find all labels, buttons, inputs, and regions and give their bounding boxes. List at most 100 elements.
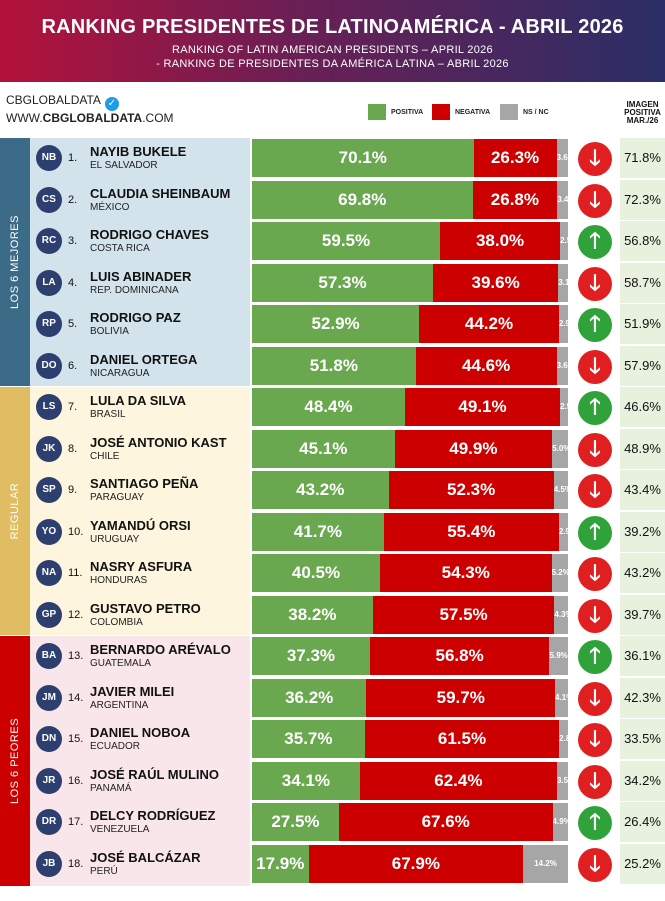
rank-number: 11. [68, 567, 83, 579]
arrow-down-icon: 🡓 [578, 764, 612, 799]
president-country: BRASIL [90, 409, 126, 420]
chart-title: RANKING PRESIDENTES DE LATINOAMÉRICA - A… [41, 16, 624, 38]
brand-name: CBGLOBALDATA [6, 93, 101, 107]
approval-bar: 27.5%67.6%4.9% [252, 803, 568, 841]
president-name: YAMANDÚ ORSI [90, 517, 191, 533]
arrow-down-icon: 🡓 [578, 183, 612, 218]
previous-positive-image: 48.9% [620, 428, 665, 469]
president-country: REP. DOMINICANA [90, 284, 179, 296]
avatar-1: NB [36, 145, 62, 171]
rank-number: 17. [68, 816, 84, 828]
avatar-3: RC [36, 228, 62, 254]
approval-bar: 41.7%55.4%2.9% [252, 512, 568, 551]
brand-website-suffix: .COM [142, 111, 174, 125]
previous-positive-image: 42.3% [620, 677, 665, 718]
arrow-up-icon: 🡑 [578, 640, 612, 674]
approval-bar: 45.1%49.9%5.0% [252, 429, 568, 468]
arrow-up-icon: 🡑 [578, 391, 612, 425]
arrow-up-icon: 🡑 [578, 515, 612, 550]
arrow-down-icon: 🡓 [578, 266, 612, 301]
bar-segment-positive: 37.3% [252, 637, 370, 675]
bar-segment-positive: 43.2% [252, 471, 389, 509]
bar-segment-positive: 57.3% [252, 263, 434, 302]
bar-segment-negative: 55.4% [383, 512, 559, 551]
president-country: GUATEMALA [90, 658, 151, 669]
president-country: HONDURAS [90, 575, 148, 586]
rank-number: 10. [68, 525, 84, 538]
header-banner: RANKING PRESIDENTES DE LATINOAMÉRICA - A… [0, 0, 665, 82]
previous-positive-image: 51.9% [620, 304, 665, 344]
bar-segment-negative: 44.6% [415, 346, 557, 385]
ranking-row: NB 1. NAYIB BUKELE EL SALVADOR 70.1% 26.3% 3.6… [0, 138, 665, 180]
rank-number: 18. [68, 857, 84, 870]
approval-bar: 43.2%52.3%4.5% [252, 471, 568, 509]
bar-segment-positive: 35.7% [252, 720, 365, 758]
previous-positive-image: 71.8% [620, 138, 665, 178]
avatar-17: DR [36, 809, 62, 835]
brand-website[interactable]: WWW.CBGLOBALDATA.COM [6, 111, 174, 125]
bar-segment-positive: 27.5% [252, 803, 339, 841]
avatar-5: RP [36, 311, 62, 337]
president-name: CLAUDIA SHEINBAUM [90, 185, 231, 201]
arrow-down-icon: 🡓 [578, 349, 612, 384]
bar-segment-ns: 4.9% [552, 803, 568, 841]
avatar-16: JR [36, 767, 62, 794]
rank-number: 1. [68, 152, 78, 164]
approval-bar: 40.5% 54.3% 5.2% [252, 554, 568, 592]
rank-number: 5. [68, 318, 78, 330]
avatar-4: LA [36, 269, 62, 296]
president-name: RODRIGO CHAVES [90, 227, 209, 242]
avatar-15: DN [36, 726, 62, 752]
president-country: URUGUAY [90, 533, 140, 545]
subtitle-english: RANKING OF LATIN AMERICAN PRESIDENTS – A… [172, 44, 493, 56]
legend-ns: NS / NC [500, 104, 549, 120]
brand-website-domain: CBGLOBALDATA [42, 111, 143, 125]
approval-bar: 37.3% 56.8% 5.9% [252, 637, 568, 675]
bar-segment-positive: 51.8% [252, 346, 416, 385]
approval-bar: 48.4%49.1%2.5% [252, 388, 568, 426]
bar-segment-ns: 4.1% [555, 678, 568, 717]
avatar-11: NA [36, 560, 62, 586]
bar-segment-ns: 2.9% [558, 305, 568, 343]
avatar-8: JK [36, 435, 62, 462]
rank-number: 4. [68, 276, 78, 289]
president-name: DANIEL ORTEGA [90, 351, 198, 367]
brand-block: CBGLOBALDATA ✓ WWW.CBGLOBALDATA.COM [6, 93, 174, 125]
bar-segment-ns: 3.6% [556, 139, 568, 177]
bar-segment-positive: 48.4% [252, 388, 405, 426]
previous-positive-image: 56.8% [620, 221, 665, 261]
president-country: CHILE [90, 450, 120, 462]
previous-positive-image: 36.1% [620, 636, 665, 676]
arrow-down-icon: 🡓 [578, 557, 612, 591]
arrow-down-icon: 🡓 [578, 847, 612, 882]
verified-check-icon: ✓ [104, 97, 119, 111]
image-col-line2: POSITIVA [624, 108, 661, 117]
group-bg-top [30, 138, 250, 386]
bar-segment-negative: 39.6% [433, 263, 559, 302]
bar-segment-negative: 61.5% [364, 720, 560, 758]
president-country: PANAMÁ [90, 782, 132, 794]
arrow-down-icon: 🡓 [578, 474, 612, 508]
bar-segment-negative: 26.3% [473, 139, 557, 177]
bar-segment-ns: 2.5% [560, 388, 568, 426]
arrow-down-icon: 🡓 [578, 432, 612, 467]
avatar-14: JM [36, 684, 62, 711]
approval-bar: 36.2%59.7%4.1% [252, 678, 568, 717]
president-name: SANTIAGO PEÑA [90, 476, 199, 491]
previous-positive-image: 25.2% [620, 843, 665, 884]
rank-number: 14. [68, 691, 84, 704]
president-name: NASRY ASFURA [90, 559, 193, 574]
president-country: PARAGUAY [90, 492, 145, 503]
president-name: JOSÉ BALCÁZAR [90, 849, 201, 865]
previous-positive-image: 33.5% [620, 719, 665, 759]
previous-positive-image: 39.7% [620, 594, 665, 635]
legend-positive-label: POSITIVA [391, 108, 424, 116]
bar-segment-positive: 36.2% [252, 678, 367, 717]
approval-bar: 35.7%61.5%2.8% [252, 720, 568, 758]
arrow-up-icon: 🡑 [578, 225, 612, 259]
bar-segment-positive: 69.8% [252, 180, 473, 219]
ranking-row: JB 18. JOSÉ BALCÁZAR PERÚ 17.9% 67.9% 14.2% 🡓 25… [0, 843, 665, 886]
approval-bar: 59.5%38.0%2.5% [252, 222, 568, 260]
